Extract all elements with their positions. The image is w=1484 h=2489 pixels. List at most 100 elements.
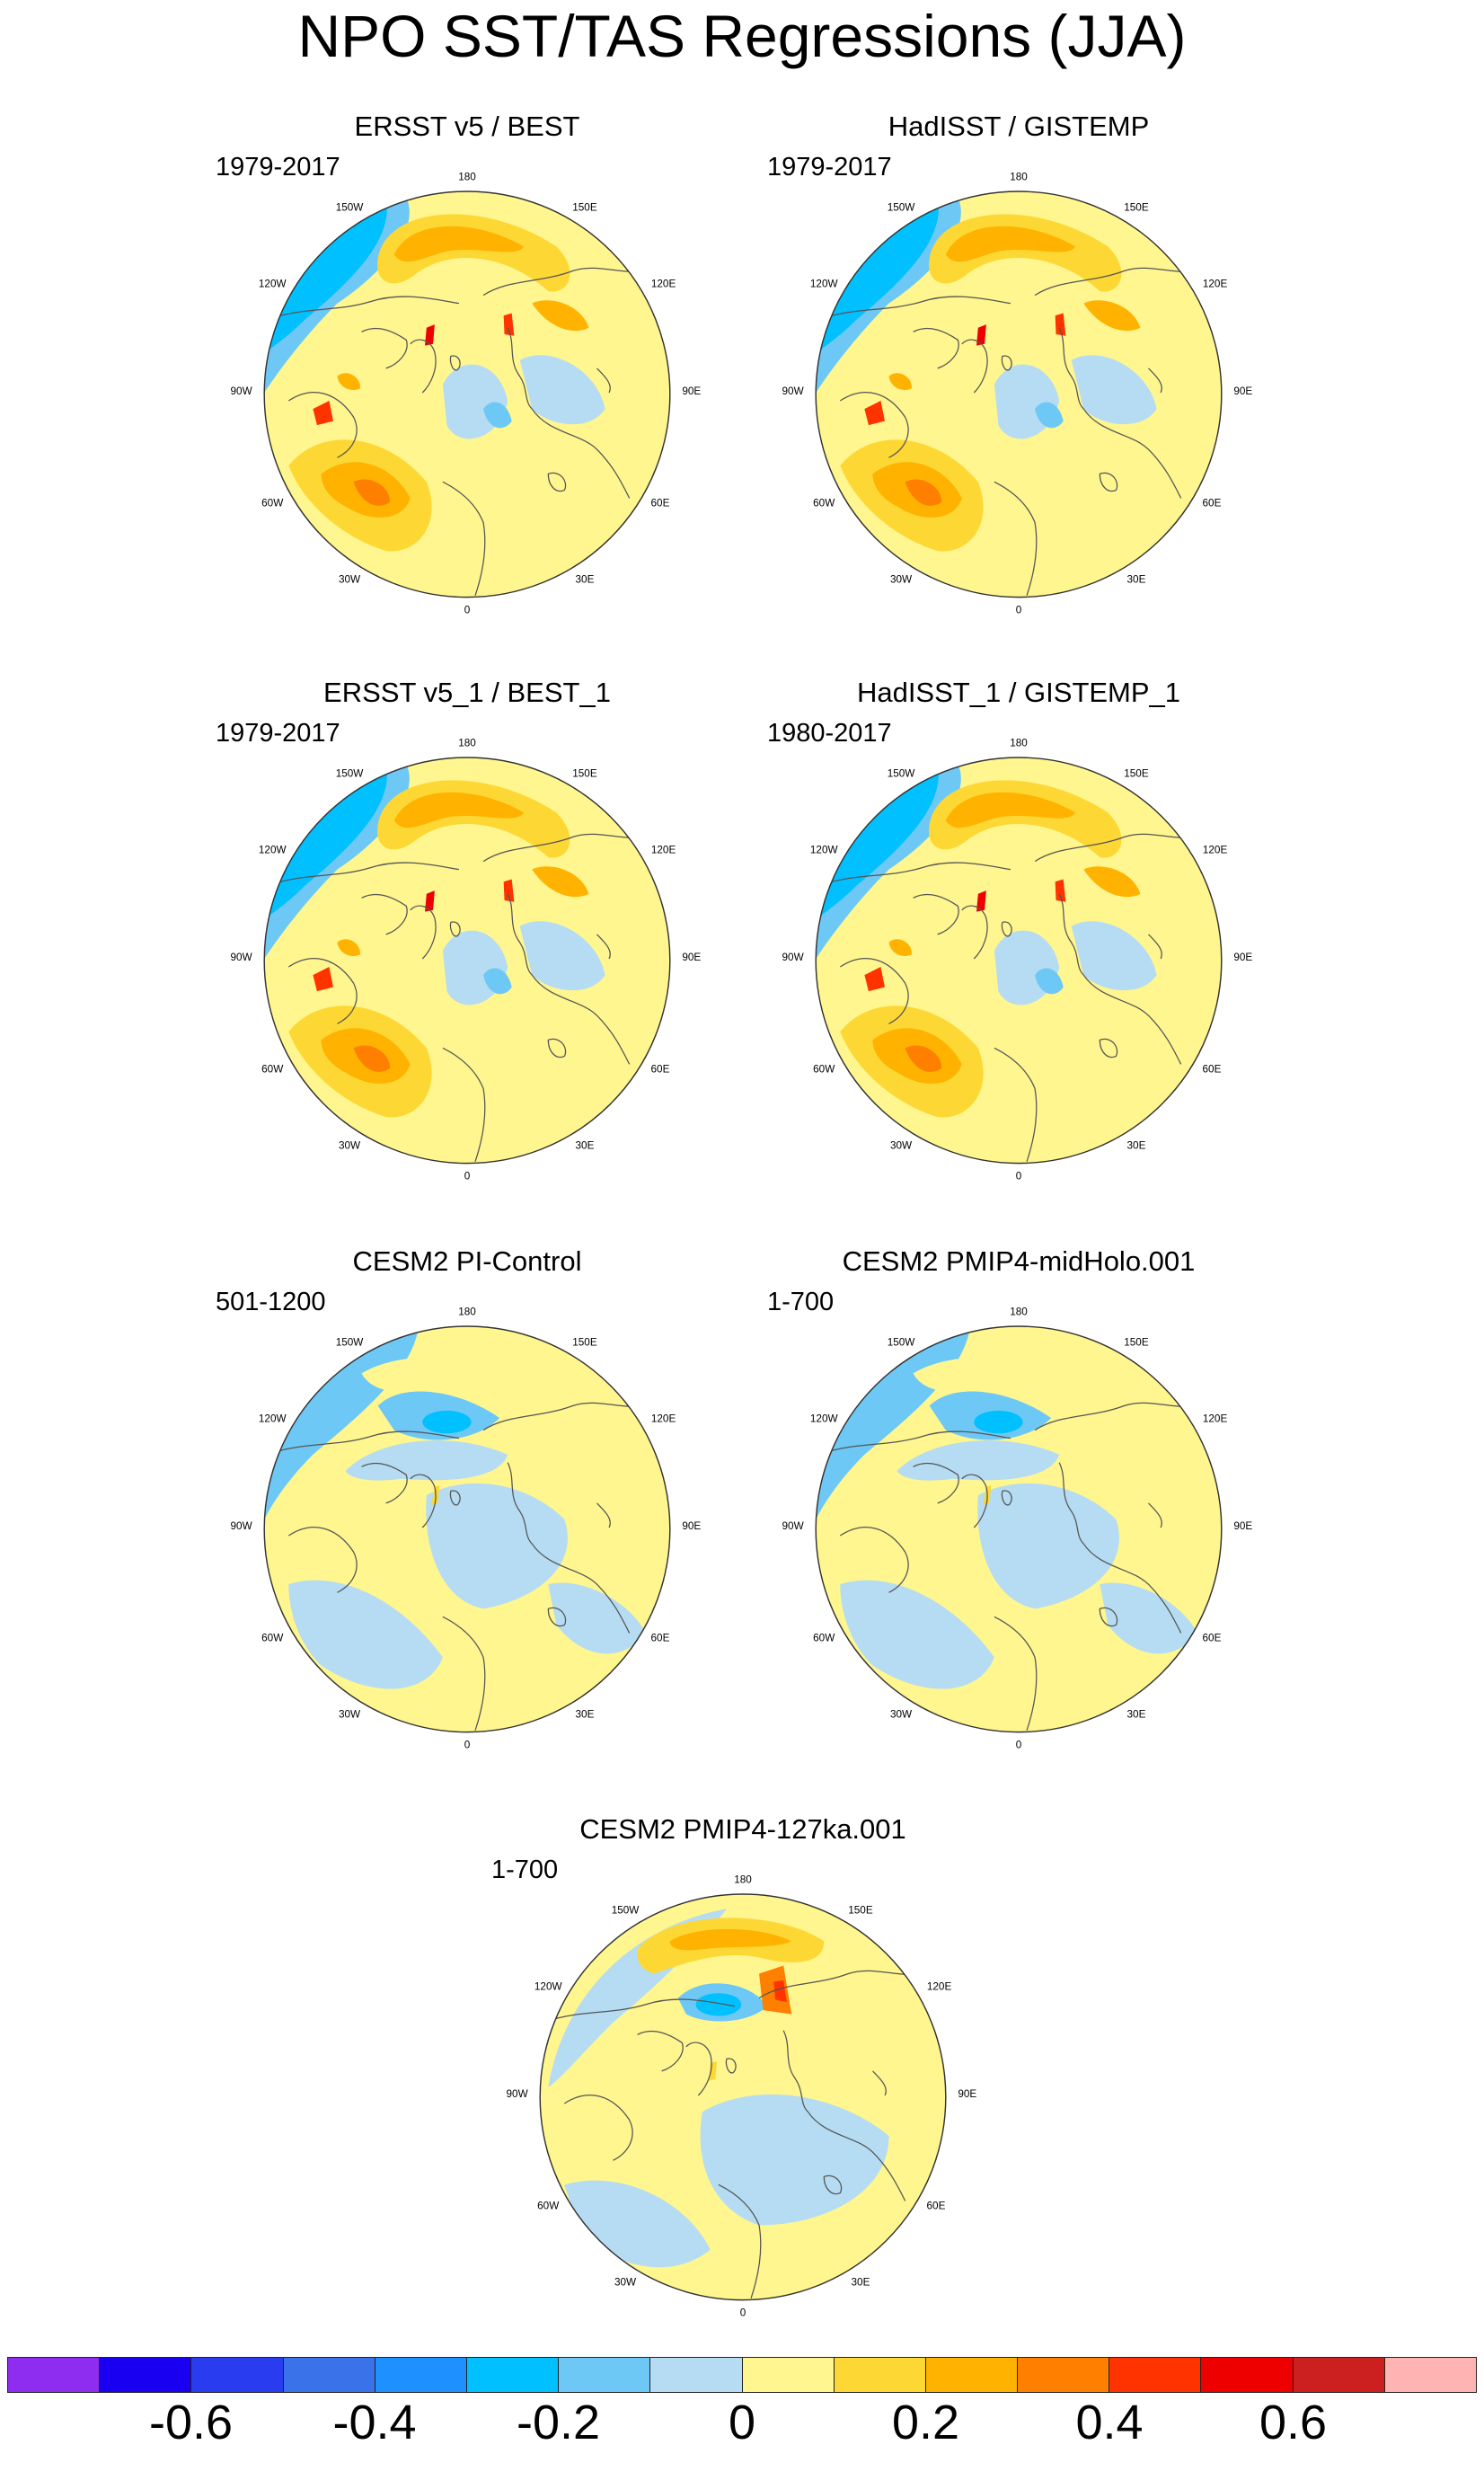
longitude-label: 60W	[261, 1063, 284, 1075]
coastline	[410, 339, 437, 394]
panel-title: ERSST v5 / BEST	[354, 111, 580, 142]
colorbar-swatch	[8, 2358, 101, 2392]
longitude-label: 150E	[1124, 768, 1149, 780]
longitude-label: 120E	[651, 845, 676, 856]
longitude-label: 0	[464, 1171, 471, 1182]
panel-title: HadISST / GISTEMP	[888, 111, 1150, 142]
longitude-label: 120W	[259, 1413, 287, 1425]
panel-title: CESM2 PI-Control	[352, 1245, 582, 1277]
longitude-label: 120E	[651, 279, 676, 290]
colorbar-swatch	[834, 2358, 926, 2392]
longitude-label: 150W	[888, 202, 916, 214]
colorbar-tick-label: -0.6	[148, 2396, 234, 2449]
longitude-label: 120W	[534, 1981, 563, 1993]
polar-map: 180 150E 120E 90E 60E 30E 0 30W 60W 90W 120W 150W	[782, 171, 1253, 616]
map-border	[263, 757, 671, 1165]
coastline	[1099, 472, 1118, 492]
coastline	[839, 392, 909, 458]
coastline	[823, 2175, 843, 2195]
longitude-label: 30E	[576, 573, 595, 585]
longitude-label: 60W	[813, 1063, 835, 1075]
coastline	[1001, 921, 1012, 937]
colorbar-swatch	[1201, 2358, 1294, 2392]
longitude-label: 90E	[1233, 385, 1252, 397]
panel-period: 1979-2017	[216, 153, 340, 182]
coastline	[1082, 974, 1182, 1065]
longitude-label: 0	[464, 1740, 471, 1751]
coastline	[994, 1616, 1038, 1732]
longitude-label: 180	[1010, 1306, 1028, 1317]
longitude-label: 180	[458, 171, 476, 182]
longitude-label: 60W	[261, 497, 284, 509]
colorbar-tick-label: 0.2	[891, 2396, 960, 2449]
longitude-label: 120W	[810, 279, 839, 290]
coastline	[1148, 934, 1162, 960]
polar-map: 180 150E 120E 90E 60E 30E 0 30W 60W 90W 120W 150W	[231, 1306, 702, 1751]
longitude-label: 60E	[1203, 1632, 1222, 1643]
longitude-label: 180	[1010, 171, 1028, 182]
panel-period: 1979-2017	[767, 153, 892, 182]
longitude-label: 30E	[1127, 573, 1146, 585]
coastline	[442, 1047, 486, 1163]
map-panel-hadisst-gistemp: HadISST / GISTEMP 1979-2017 180 150E 120E 90E…	[767, 111, 1270, 704]
coastline	[547, 472, 567, 492]
longitude-label: 120W	[810, 1413, 839, 1425]
panel-title: HadISST_1 / GISTEMP_1	[856, 677, 1181, 708]
longitude-label: 30W	[339, 1708, 361, 1720]
coastline	[548, 1998, 736, 2022]
contour-fields	[816, 191, 1197, 597]
coastline	[1148, 1502, 1162, 1528]
contour-fields	[264, 757, 646, 1163]
polar-map: 180 150E 120E 90E 60E 30E 0 30W 60W 90W 120W 150W	[782, 737, 1253, 1182]
coastline	[1058, 893, 1084, 976]
coastline	[839, 1527, 909, 1593]
colorbar-swatch	[559, 2358, 651, 2392]
longitude-label: 180	[458, 737, 476, 748]
longitude-label: 150W	[888, 768, 916, 780]
longitude-label: 30W	[339, 1139, 361, 1151]
coastline	[449, 921, 461, 937]
coastline	[913, 893, 959, 935]
longitude-label: 90W	[782, 952, 805, 963]
coastline	[442, 1616, 486, 1732]
coastline	[1034, 833, 1197, 863]
longitude-label: 60E	[927, 2200, 946, 2211]
coastline	[272, 1431, 460, 1454]
coastline	[361, 893, 408, 935]
coastline	[449, 1490, 461, 1506]
longitude-label: 180	[458, 1306, 476, 1317]
coastline	[272, 296, 460, 319]
coastline	[994, 481, 1038, 597]
coastline	[782, 2030, 808, 2113]
coastline	[531, 408, 631, 499]
coastline	[507, 327, 533, 410]
contour-fields	[548, 1909, 922, 2299]
coastline	[531, 974, 631, 1065]
longitude-label: 60W	[261, 1632, 284, 1643]
longitude-label: 150W	[888, 1337, 916, 1349]
longitude-label: 90W	[231, 385, 253, 397]
colorbar-tick-label: -0.2	[516, 2396, 601, 2449]
longitude-label: 90W	[231, 1520, 253, 1532]
colorbar-swatch	[1384, 2358, 1476, 2392]
longitude-label: 30W	[890, 1139, 913, 1151]
coastline	[1058, 327, 1084, 410]
longitude-label: 120E	[651, 1413, 676, 1425]
contour-fields	[264, 191, 646, 597]
coastline	[1001, 355, 1012, 371]
colorbar-swatch	[1109, 2358, 1202, 2392]
map-panel-ersst-best: ERSST v5 / BEST 1979-2017 180 150E 120E 90E 60…	[216, 111, 719, 704]
panel-title: CESM2 PMIP4-127ka.001	[579, 1813, 906, 1845]
colorbar-tick-label: -0.4	[332, 2396, 417, 2449]
longitude-label: 60W	[813, 497, 835, 509]
coastline	[287, 958, 358, 1024]
longitude-label: 150E	[572, 768, 597, 780]
colorbar	[7, 2357, 1477, 2393]
longitude-label: 0	[740, 2307, 746, 2319]
longitude-label: 90W	[231, 952, 253, 963]
coastline	[1034, 1402, 1197, 1431]
contour-fields	[816, 757, 1197, 1163]
map-panel-cesm2-picontrol: CESM2 PI-Control 501-1200 180 150E 120E 90E 60…	[216, 1245, 719, 1838]
panel-period: 1-700	[767, 1288, 835, 1316]
contour-fields	[264, 1328, 646, 1732]
